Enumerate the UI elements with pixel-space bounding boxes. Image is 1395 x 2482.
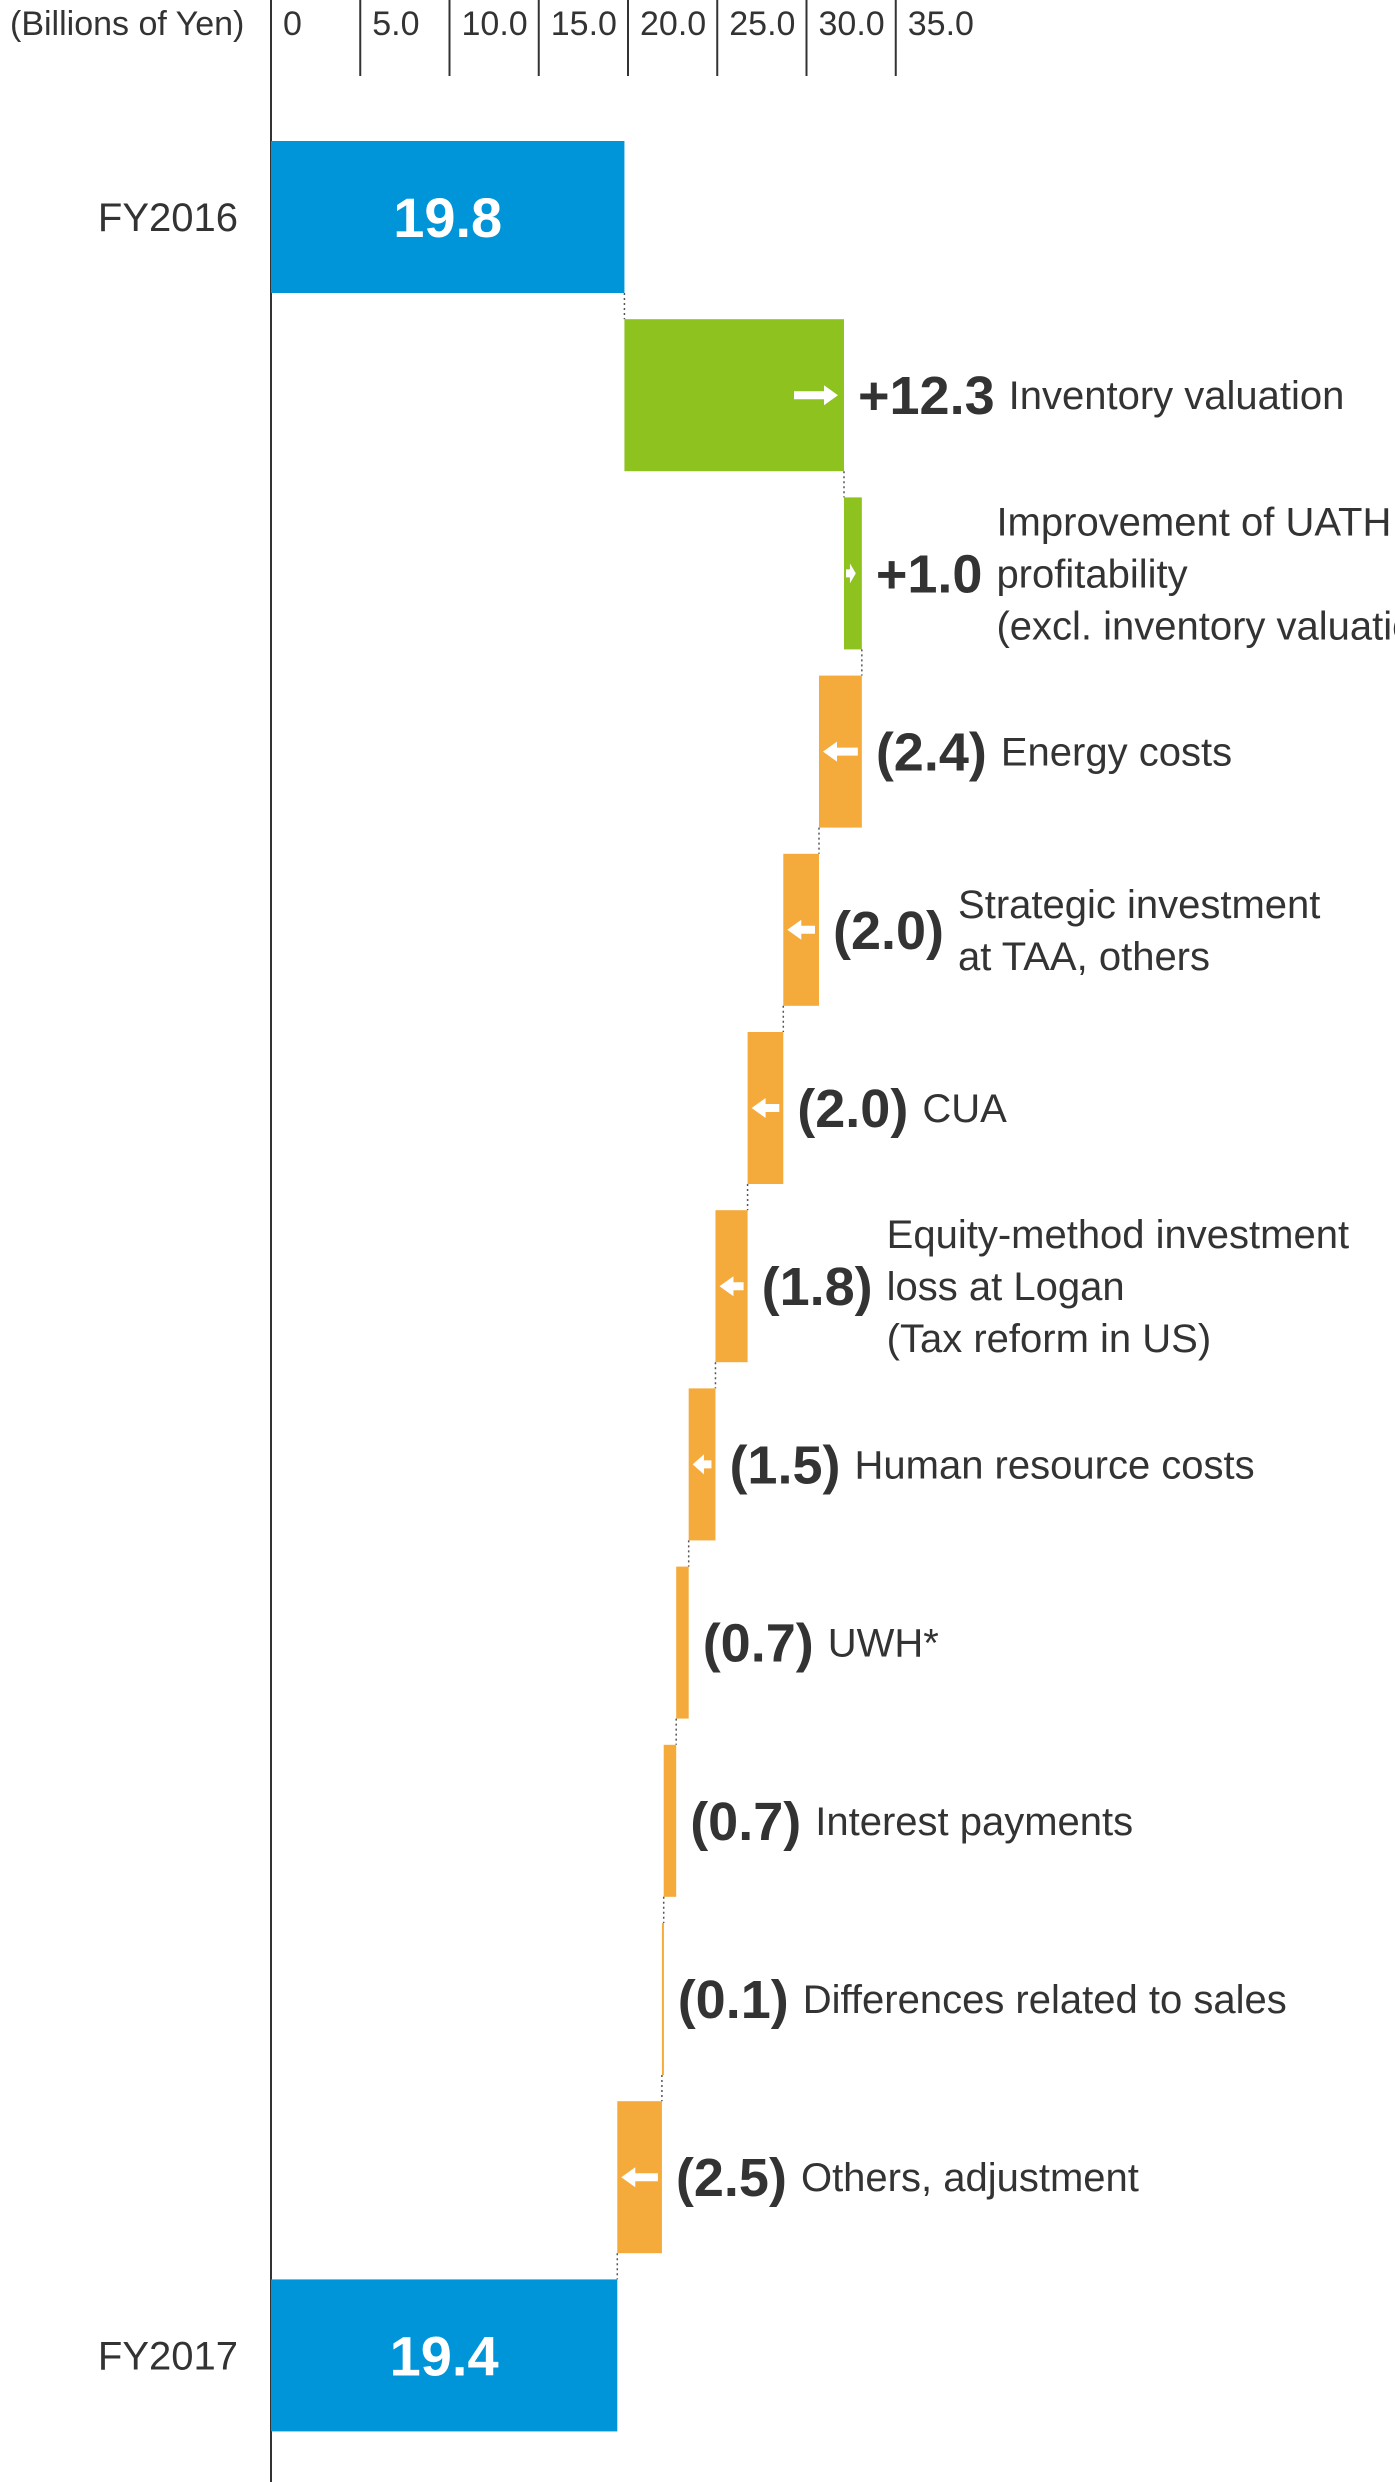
step-value-label: (2.4) (876, 723, 987, 783)
direction-arrow (787, 919, 815, 940)
step-description: Human resource costs (855, 1443, 1255, 1487)
tick-label: 0 (283, 5, 302, 43)
step-description: Interest payments (815, 1800, 1133, 1844)
step-description: Inventory valuation (1009, 374, 1345, 418)
step-value-label: (2.0) (797, 1079, 908, 1139)
category-label: FY2017 (98, 2334, 238, 2378)
tick-label: 10.0 (462, 5, 528, 43)
step-value-label: (1.5) (729, 1435, 840, 1495)
tick-label: 25.0 (729, 5, 795, 43)
direction-arrow (793, 385, 838, 406)
tick-label: 20.0 (640, 5, 706, 43)
step-value-label: (0.7) (703, 1614, 814, 1674)
step-description: Equity-method investment (887, 1213, 1349, 1257)
total-bar-end (271, 2279, 618, 2432)
step-value-label: (0.1) (678, 1970, 789, 2030)
step-description: Improvement of UATH (996, 500, 1391, 544)
step-description: Differences related to sales (803, 1978, 1287, 2022)
step-description: (Tax reform in US) (887, 1317, 1212, 1361)
total-value-label: 19.8 (393, 186, 502, 249)
direction-arrow (719, 1276, 744, 1297)
step-description: at TAA, others (958, 935, 1210, 979)
step-value-label: (1.8) (762, 1257, 873, 1317)
chart-marks: 19.8 FY2016 +12.3 Inventory valuation +1.0 Im… (98, 141, 1395, 2432)
step-value-label: (2.5) (676, 2148, 787, 2208)
direction-arrow (692, 1454, 712, 1475)
step-value-label: (2.0) (833, 901, 944, 961)
step-description: (excl. inventory valuation) (996, 604, 1395, 648)
step-bar (676, 1566, 689, 1719)
step-value-label: +1.0 (876, 544, 983, 604)
step-description: UWH* (828, 1622, 939, 1666)
step-description: profitability (996, 552, 1187, 596)
step-value-label: (0.7) (690, 1792, 801, 1852)
step-description: CUA (922, 1087, 1007, 1131)
direction-arrow (751, 1098, 780, 1118)
total-bar-start (271, 141, 625, 293)
direction-arrow (845, 563, 856, 584)
tick-label: 15.0 (551, 5, 617, 43)
step-bar (661, 1923, 664, 2075)
tick-label: 30.0 (819, 5, 885, 43)
value-axis: 0 5.0 10.0 15.0 20.0 25.0 30.0 35.0 (270, 0, 974, 2482)
unit-label: (Billions of Yen) (10, 5, 244, 43)
step-value-label: +12.3 (858, 366, 995, 426)
total-value-label: 19.4 (390, 2324, 499, 2387)
tick-label: 35.0 (908, 5, 974, 43)
direction-arrow (822, 741, 858, 762)
step-bar (663, 1744, 677, 1897)
step-description: Strategic investment (958, 883, 1320, 927)
step-description: Others, adjustment (801, 2156, 1139, 2200)
step-description: loss at Logan (887, 1265, 1125, 1309)
category-label: FY2016 (98, 196, 238, 240)
tick-label: 5.0 (372, 5, 419, 43)
direction-arrow (621, 2167, 658, 2188)
step-description: Energy costs (1001, 731, 1232, 775)
